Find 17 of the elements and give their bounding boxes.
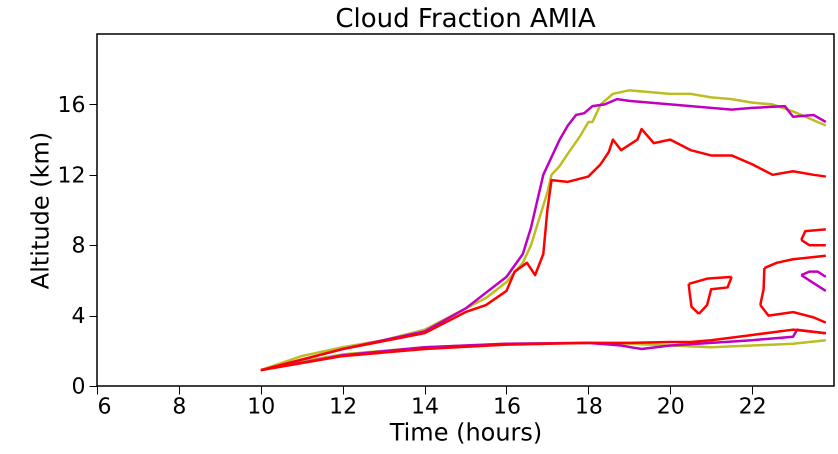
x-tick-label: 12 xyxy=(329,394,358,420)
y-axis-title: Altitude (km) xyxy=(26,132,55,290)
y-tick-label: 4 xyxy=(72,304,86,330)
y-tick-label: 12 xyxy=(58,163,86,188)
x-tick-label: 18 xyxy=(574,394,603,420)
x-tick-label: 10 xyxy=(247,394,276,420)
x-axis-title: Time (hours) xyxy=(388,418,542,446)
y-tick-label: 16 xyxy=(58,92,86,118)
x-tick-label: 14 xyxy=(411,394,440,420)
chart-title: Cloud Fraction AMIA xyxy=(335,4,596,34)
y-tick-label: 0 xyxy=(72,374,86,400)
x-tick-label: 22 xyxy=(738,394,767,420)
y-tick-label: 8 xyxy=(72,234,86,259)
x-tick-label: 6 xyxy=(98,394,112,420)
x-tick-label: 20 xyxy=(656,394,685,420)
x-tick-label: 16 xyxy=(492,394,521,420)
x-tick-label: 8 xyxy=(172,394,186,420)
